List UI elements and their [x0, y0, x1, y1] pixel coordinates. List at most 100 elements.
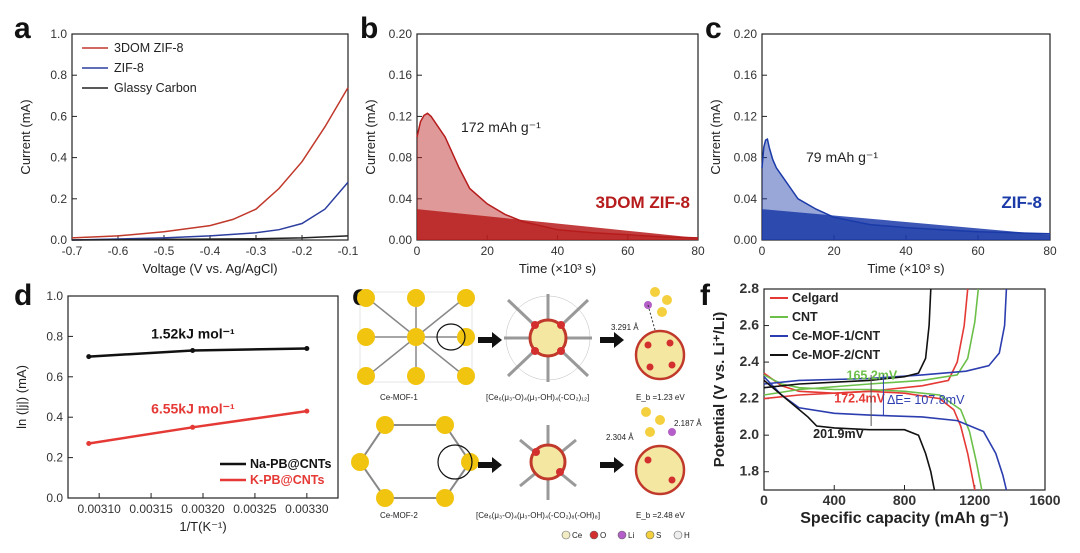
delta-e-annotation: ΔE= 107.8mV [887, 393, 965, 407]
x-tick-label: -0.4 [200, 244, 221, 258]
data-point [190, 424, 196, 430]
x-axis-label: Time (×10³ s) [519, 261, 596, 276]
y-tick-label: 2.4 [740, 353, 760, 369]
y-tick-label: 0.20 [734, 27, 758, 41]
y-tick-label: 0.6 [50, 109, 67, 123]
x-axis-label: Voltage (V vs. Ag/AgCl) [142, 261, 277, 276]
panel-letter-c: c [705, 12, 722, 45]
atom-legend: Ce O Li S H [561, 530, 690, 540]
y-tick-label: 0.2 [50, 192, 67, 206]
x-tick-label: -0.1 [338, 244, 359, 258]
x-tick-label: 80 [691, 244, 705, 258]
x-axis-label: Specific capacity (mAh g⁻¹) [800, 510, 1009, 527]
y-tick-label: 0.12 [734, 109, 758, 123]
x-tick-label: 0.00330 [285, 502, 329, 516]
y-tick-label: 0.6 [46, 370, 63, 384]
chart-c: 0 20 40 60 80 0.00 0.04 0.08 0.12 0.16 0.20 Time (×… [708, 27, 1057, 276]
panel-letter-f: f [700, 279, 711, 312]
arrow-icon [600, 457, 624, 473]
panel-letter-a: a [14, 12, 31, 45]
x-tick-label: 0.00315 [129, 502, 173, 516]
data-point [304, 346, 310, 352]
legend-label: Celgard [792, 291, 839, 305]
arrow-icon [478, 457, 502, 473]
discharge-curve [763, 376, 1008, 491]
y-tick-label: 0.08 [389, 151, 413, 165]
data-point [86, 440, 92, 446]
cluster-2-illustration [519, 425, 577, 500]
fit-line [88, 347, 307, 358]
charge-curve [763, 288, 1008, 385]
series-line [71, 181, 349, 241]
arrow-icon [478, 332, 502, 348]
y-axis-label: Current (mA) [18, 99, 33, 174]
capacity-annotation: 79 mAh g⁻¹ [806, 149, 878, 165]
x-tick-label: 80 [1043, 244, 1057, 258]
cluster-1-formula: [Ce₆(μ₃-O)₄(μ₃-OH)₄(-CO₂)₁₂] [486, 393, 589, 402]
y-axis-label: Current (mA) [363, 99, 378, 174]
data-point [304, 408, 310, 414]
panel-e-structures: Ce-MOF-1 [Ce₆(μ₃-O)₄(μ₃-OH)₄(-CO₂)₁₂] [351, 287, 702, 540]
li2s-adsorption-2-illustration [634, 407, 686, 496]
atom-label: Li [628, 531, 634, 540]
chart-f: 0 400 800 1200 1600 1.8 2.0 2.2 2.4 2.6 2.8 Specifi… [711, 280, 1061, 527]
y-axis-label: ln (|j|) (mA) [14, 365, 29, 429]
x-tick-label: 0.00310 [77, 502, 121, 516]
x-tick-label: -0.3 [246, 244, 267, 258]
x-axis-label: Time (×10³ s) [867, 261, 944, 276]
panel-letter-d: d [14, 279, 32, 312]
distance-label-3: 2.187 Å [674, 419, 702, 428]
legend-label: K-PB@CNTs [250, 473, 325, 487]
data-point [86, 354, 92, 360]
area-line [416, 112, 699, 239]
y-tick-label: 0.00 [389, 233, 413, 247]
legend-label: CNT [792, 310, 818, 324]
atom-swatch [673, 530, 683, 540]
chart-d: 0.00310 0.00315 0.00320 0.00325 0.00330 0.0 0.… [14, 289, 339, 534]
x-tick-label: 800 [893, 492, 917, 508]
legend-label: Ce-MOF-2/CNT [792, 348, 881, 362]
x-tick-label: 0.00325 [233, 502, 277, 516]
chart-a: -0.7 -0.6 -0.5 -0.4 -0.3 -0.2 -0.1 0.0 0.2 0.4 0.6… [18, 27, 359, 276]
capacity-annotation: 172 mAh g⁻¹ [461, 119, 541, 135]
activation-energy-annotation: 6.55kJ mol⁻¹ [151, 400, 235, 416]
atom-swatch [589, 530, 599, 540]
y-tick-label: 0.0 [46, 491, 63, 505]
y-axis-label: Potential (V vs. Li⁺/Li) [711, 312, 728, 467]
overpotential-annotation: 165.2mV [847, 368, 898, 382]
ce-mof-2-lattice-illustration [351, 416, 479, 507]
y-tick-label: 0.08 [734, 151, 758, 165]
y-tick-label: 0.8 [46, 329, 63, 343]
distance-label-1: 3.291 Å [611, 323, 639, 332]
x-axis-label: 1/T(K⁻¹) [179, 519, 226, 534]
y-tick-label: 0.04 [734, 192, 758, 206]
overpotential-annotation: 172.4mV [834, 391, 885, 405]
x-tick-label: 40 [551, 244, 565, 258]
atom-label: S [656, 531, 661, 540]
legend-label: 3DOM ZIF-8 [114, 41, 183, 55]
area-fill [417, 113, 698, 240]
activation-energy-annotation: 1.52kJ mol⁻¹ [151, 326, 235, 342]
y-tick-label: 0.4 [46, 410, 63, 424]
y-tick-label: 0.20 [389, 27, 413, 41]
cluster-1-illustration [504, 294, 592, 382]
x-tick-label: 0.00320 [181, 502, 225, 516]
atom-swatch [561, 530, 571, 540]
y-tick-label: 0.16 [734, 68, 758, 82]
legend-label: Na-PB@CNTs [250, 457, 331, 471]
x-tick-label: -0.7 [62, 244, 83, 258]
legend-label: ZIF-8 [114, 61, 144, 75]
atom-swatch [645, 530, 655, 540]
distance-label-2: 2.304 Å [606, 433, 634, 442]
legend-label: Glassy Carbon [114, 81, 197, 95]
atom-swatch [617, 530, 627, 540]
y-tick-label: 0.4 [50, 151, 67, 165]
ce-mof-1-label: Ce-MOF-1 [380, 393, 418, 402]
chart-b: 0 20 40 60 80 0.00 0.04 0.08 0.12 0.16 0.20 Time (×… [363, 27, 705, 276]
x-tick-label: 0 [760, 492, 768, 508]
x-tick-label: 40 [899, 244, 913, 258]
cluster-2-formula: [Ce₆(μ₃-O)₄(μ₃-OH)₄(-CO₂)₈(-OH)₈] [476, 511, 600, 520]
y-tick-label: 1.8 [740, 463, 760, 479]
x-tick-label: 20 [827, 244, 841, 258]
atom-label: H [684, 531, 690, 540]
